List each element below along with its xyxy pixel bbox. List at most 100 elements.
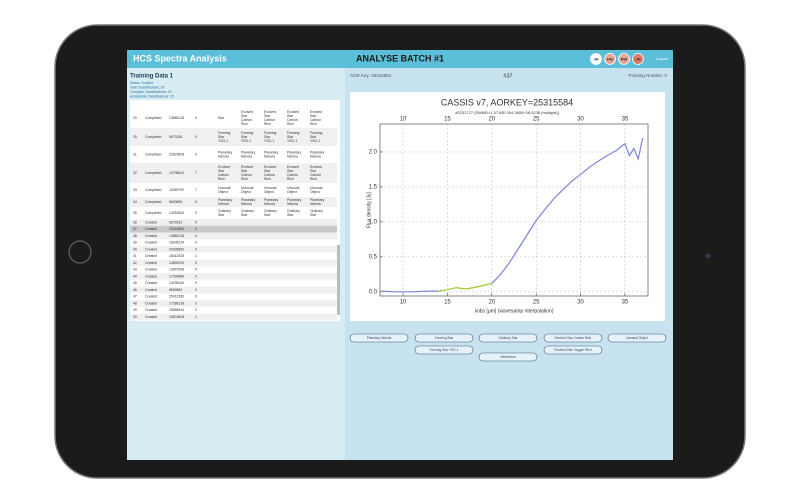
table-cell: 0 — [195, 116, 197, 120]
class-button[interactable] — [414, 333, 474, 343]
class-button-label[interactable]: Planetary Nebula — [367, 336, 392, 340]
table-cell: Planetary Nebula — [241, 198, 256, 206]
class-button-label[interactable]: Forming Star — [435, 336, 454, 340]
class-button-label[interactable]: Evolved Star Oxygen Rich — [554, 348, 591, 352]
table-cell: 6569984 — [169, 288, 182, 292]
table-cell: 29 — [133, 116, 137, 120]
table-cell: Created — [145, 234, 157, 238]
plot-frame — [379, 123, 649, 297]
table-cell: Evolved Star Carbon Rich — [241, 165, 254, 181]
table-row[interactable] — [130, 273, 337, 280]
table-cell: Completed — [145, 200, 162, 204]
y-axis-label: Flux density [Jy] — [366, 191, 372, 227]
user-avatar[interactable] — [604, 53, 616, 65]
table-cell: 36 — [133, 220, 137, 224]
table-cell: Completed — [145, 188, 162, 192]
table-cell: Planetary Nebula — [264, 198, 279, 206]
table-cell: Ordinary Star — [310, 209, 324, 217]
user-avatar[interactable] — [590, 53, 602, 65]
table-cell: 37 — [133, 227, 137, 231]
table-cell: Evolved Star Carbon Rich — [287, 165, 300, 181]
class-button[interactable] — [607, 333, 667, 343]
x-tick-label-top: 15 — [444, 117, 451, 123]
x-tick-label-top: 35 — [622, 117, 629, 123]
class-button-label[interactable]: Unusual Object — [626, 336, 648, 340]
table-cell: Evolved Star Carbon Rich — [264, 110, 277, 126]
table-cell: Completed — [145, 116, 162, 120]
class-button[interactable] — [543, 345, 603, 355]
row-stripe — [130, 273, 337, 280]
table-cell: 41 — [133, 254, 137, 258]
app-title: HCS Spectra Analysis — [133, 53, 227, 63]
table-cell: Created — [145, 315, 157, 319]
y-tick-label: 2.0 — [369, 150, 378, 156]
table-row[interactable] — [130, 260, 337, 267]
user-avatar[interactable] — [618, 53, 630, 65]
class-button-label[interactable]: Evolved Star Carbon Rich — [555, 336, 592, 340]
table-row[interactable] — [130, 226, 337, 233]
table-row[interactable] — [130, 287, 337, 294]
table-row[interactable] — [130, 219, 337, 226]
x-tick-label: 35 — [622, 300, 629, 306]
x-tick-label-top: 25 — [533, 117, 540, 123]
user-initials: JH — [593, 56, 598, 61]
table-row[interactable] — [130, 253, 337, 260]
table-cell: Created — [145, 288, 157, 292]
pointing-number: Pointing Number: 0 — [628, 73, 667, 78]
table-row[interactable] — [130, 300, 337, 307]
class-button[interactable] — [414, 345, 474, 355]
class-button[interactable] — [543, 333, 603, 343]
table-cell: 1 — [195, 254, 197, 258]
table-cell: 0 — [195, 227, 197, 231]
table-cell: Completed — [145, 152, 162, 156]
row-stripe — [130, 128, 337, 146]
user-initials: JH — [635, 56, 640, 61]
table-cell: 0 — [195, 288, 197, 292]
class-button-label[interactable]: Weirdness — [501, 355, 516, 359]
table-cell: 49 — [133, 308, 137, 312]
table-cell: Unusual Object — [264, 186, 277, 194]
class-button[interactable] — [349, 333, 409, 343]
table-row[interactable] — [130, 314, 337, 321]
table-cell: 43 — [133, 268, 137, 272]
table-cell: 5840896 — [169, 200, 182, 204]
table-row[interactable] — [130, 239, 337, 246]
table-cell: 13997536 — [169, 268, 184, 272]
table-cell: Created — [145, 281, 157, 285]
camera — [705, 253, 711, 259]
class-button-label[interactable]: Forming Star YSO-1 — [430, 348, 459, 352]
table-cell: Planetary Nebula — [264, 150, 279, 158]
batch-title: ANALYSE BATCH #1 — [356, 53, 444, 63]
chart-title: CASSIS v7, AORKEY=25315584 — [441, 97, 573, 107]
table-row[interactable] — [130, 246, 337, 253]
table-cell: 0 — [195, 135, 197, 139]
table-cell: Forming Star YSO-1 — [241, 131, 254, 143]
table-cell: 1 — [195, 315, 197, 319]
table-cell: 7 — [195, 188, 197, 192]
table-cell: 13885128 — [169, 116, 184, 120]
row-stripe — [130, 197, 337, 207]
table-row[interactable] — [130, 307, 337, 314]
table-row[interactable] — [130, 266, 337, 273]
class-button-label[interactable]: Ordinary Star — [499, 336, 519, 340]
table-cell: Ordinary Star — [264, 209, 278, 217]
home-button[interactable] — [68, 240, 92, 264]
table-cell: Completed — [145, 135, 162, 139]
class-button[interactable] — [478, 352, 538, 362]
table-cell: Completed — [145, 211, 162, 215]
class-button[interactable] — [478, 333, 538, 343]
table-row[interactable] — [130, 280, 337, 287]
x-tick-label: 25 — [533, 300, 540, 306]
scrollbar[interactable] — [337, 245, 340, 315]
logout[interactable]: Logout — [656, 56, 669, 61]
user-avatar[interactable] — [632, 53, 644, 65]
table-cell: 45 — [133, 281, 137, 285]
table-cell: Evolved Star Carbon Rich — [218, 165, 231, 181]
table-row[interactable] — [130, 293, 337, 300]
x-tick-label-top: 30 — [577, 117, 584, 123]
table-cell: Completed — [145, 171, 162, 175]
table-cell: Created — [145, 274, 157, 278]
table-row[interactable] — [130, 233, 337, 240]
table-cell: Created — [145, 254, 157, 258]
